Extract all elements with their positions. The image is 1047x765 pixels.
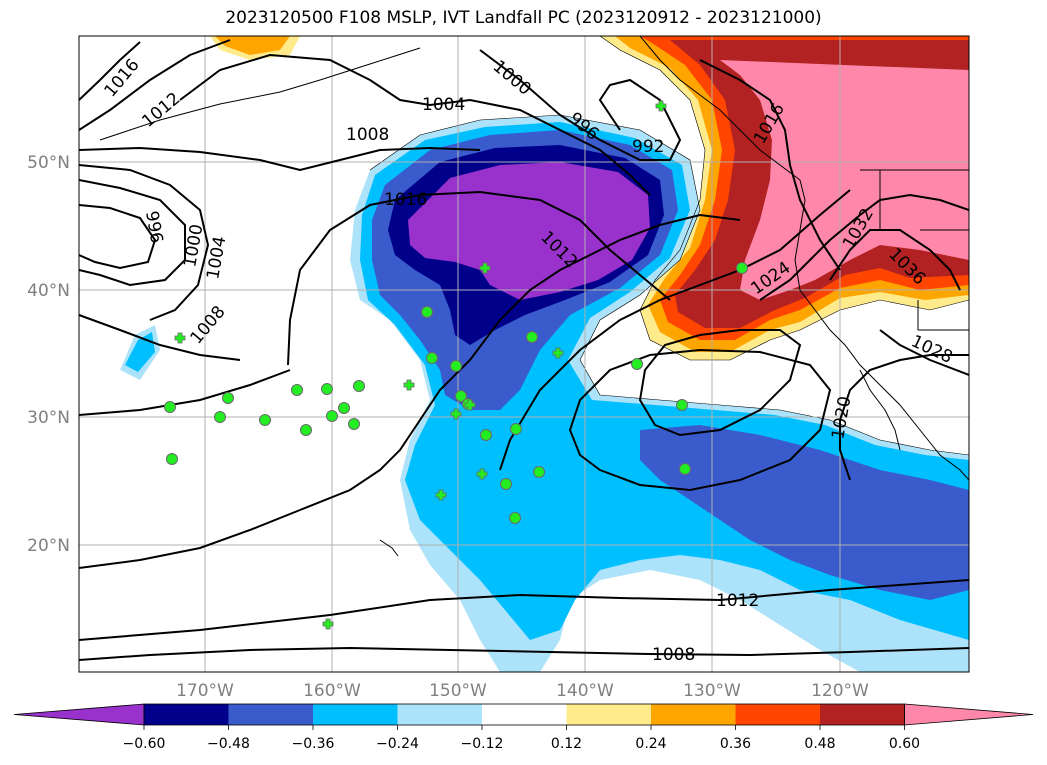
landfall-dot-marker [291, 384, 303, 396]
isobar-label: 992 [632, 137, 664, 157]
colorbar-tick-label: −0.36 [292, 736, 335, 752]
landfall-plus-marker [479, 262, 491, 274]
landfall-plus-marker [403, 379, 415, 391]
colorbar-tick-label: 0.12 [551, 736, 582, 752]
landfall-dot-marker [526, 331, 538, 343]
isobar-label: 1004 [422, 95, 465, 115]
landfall-dot-marker [338, 402, 350, 414]
lon-tick: 130°W [683, 681, 741, 701]
map-title: 2023120500 F108 MSLP, IVT Landfall PC (2… [225, 8, 822, 28]
landfall-plus-marker [552, 347, 564, 359]
map-frame [78, 35, 970, 673]
negative-ivt-field [120, 115, 969, 672]
landfall-dot-marker [736, 262, 748, 274]
lon-tick: 160°W [303, 681, 361, 701]
landfall-dot-marker [500, 478, 512, 490]
landfall-dot-marker [631, 358, 643, 370]
colorbar-tick-label: 0.36 [720, 736, 751, 752]
latitude-axis: 50°N 40°N 30°N 20°N [27, 153, 70, 556]
isobar-label: 1008 [346, 125, 389, 145]
colorbar-extend-low [13, 703, 145, 726]
longitude-axis: 170°W 160°W 150°W 140°W 130°W 120°W [176, 681, 869, 701]
landfall-dot-marker [164, 401, 176, 413]
landfall-plus-marker [435, 489, 447, 501]
landfall-plus-marker [174, 332, 186, 344]
landfall-dot-marker [222, 392, 234, 404]
colorbar-tick-label: 0.48 [804, 736, 835, 752]
map-panel: 1016 1012 1008 1004 1000 996 996 992 101… [79, 36, 969, 672]
landfall-dot-marker [348, 418, 360, 430]
lon-tick: 120°W [811, 681, 869, 701]
lat-tick: 30°N [27, 408, 70, 428]
colorbar-bin [566, 704, 652, 725]
landfall-dot-marker [259, 414, 271, 426]
colorbar: −0.60 −0.48 −0.36 −0.24 −0.12 0.12 0.24 0.36 0.4… [13, 703, 1034, 752]
colorbar-tick-label: −0.12 [461, 736, 504, 752]
isobar-label: 1008 [652, 645, 695, 665]
lon-tick: 140°W [556, 681, 614, 701]
landfall-plus-marker [450, 408, 462, 420]
landfall-dot-marker [326, 410, 338, 422]
colorbar-extend-high [904, 703, 1034, 726]
colorbar-bin [228, 704, 314, 725]
colorbar-bin [482, 704, 567, 725]
landfall-dot-marker [426, 352, 438, 364]
landfall-dot-marker [214, 411, 226, 423]
landfall-dot-marker [510, 423, 522, 435]
lat-tick: 50°N [27, 153, 70, 173]
colorbar-outline [143, 703, 905, 726]
landfall-dot-marker [300, 424, 312, 436]
isobars [79, 39, 969, 661]
colorbar-bin [735, 704, 821, 725]
landfall-dot-marker [353, 380, 365, 392]
colorbar-tick-label: −0.24 [376, 736, 419, 752]
landfall-plus-marker [476, 468, 488, 480]
coastlines [99, 36, 969, 557]
landfall-dot-marker [509, 512, 521, 524]
landfall-plus-marker [322, 618, 334, 630]
isobar-label: 1012 [716, 591, 759, 611]
colorbar-bin [144, 704, 229, 725]
landfall-dot-marker [455, 390, 467, 402]
landfall-dot-marker [450, 360, 462, 372]
lon-tick: 150°W [429, 681, 487, 701]
landfall-dot-marker [480, 429, 492, 441]
landfall-dot-marker [166, 453, 178, 465]
colorbar-bin [397, 704, 483, 725]
landfall-dot-marker [533, 466, 545, 478]
colorbar-tick-label: 0.60 [889, 736, 920, 752]
landfall-dot-marker [676, 399, 688, 411]
isobar-label: 1016 [384, 190, 427, 210]
landfall-markers [164, 100, 748, 630]
colorbar-tick-label: −0.60 [123, 736, 166, 752]
lat-tick: 20°N [27, 536, 70, 556]
lon-tick: 170°W [176, 681, 234, 701]
landfall-dot-marker [321, 383, 333, 395]
landfall-plus-marker [655, 100, 667, 112]
colorbar-tick-label: 0.24 [635, 736, 666, 752]
landfall-dot-marker [421, 306, 433, 318]
landfall-plus-marker [464, 399, 476, 411]
colorbar-tick-label: −0.48 [207, 736, 250, 752]
colorbar-bin [651, 704, 736, 725]
colorbar-bin [313, 704, 398, 725]
colorbar-bin [820, 704, 905, 725]
lat-tick: 40°N [27, 281, 70, 301]
landfall-dot-marker [679, 463, 691, 475]
